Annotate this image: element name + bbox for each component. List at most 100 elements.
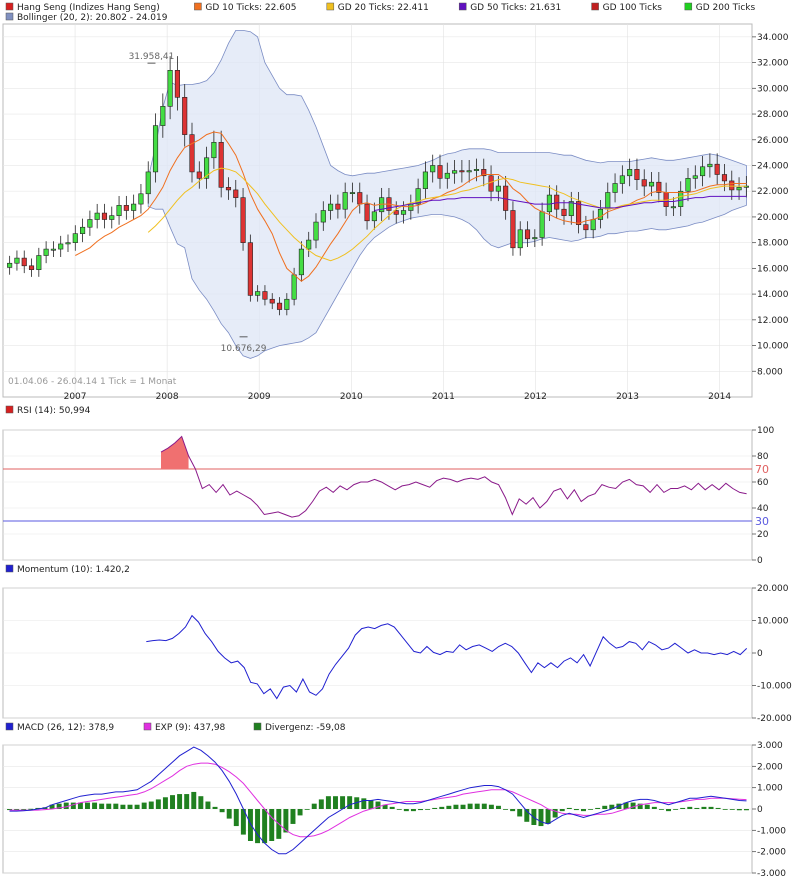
legend-label-0: RSI (14): 50,994 xyxy=(17,406,91,416)
candle-body-33 xyxy=(247,242,253,296)
divergence-bar-50 xyxy=(361,798,367,809)
candle-body-39 xyxy=(291,274,297,300)
momentum-line xyxy=(146,614,748,700)
divergence-bar-97 xyxy=(694,807,700,809)
divergence-bar-0 xyxy=(7,809,13,811)
legend-label-4: GD 100 Ticks xyxy=(603,3,663,13)
legend-swatch-1 xyxy=(194,2,202,11)
rsi-plot-area xyxy=(2,429,753,561)
divergence-bar-58 xyxy=(418,809,423,811)
rsi-level-label-1: 30 xyxy=(755,515,769,528)
candle-body-67 xyxy=(495,185,501,192)
candle-body-54 xyxy=(400,210,407,215)
legend-swatch-0 xyxy=(5,564,14,573)
divergence-bar-93 xyxy=(666,809,671,812)
candle-body-98 xyxy=(721,174,728,182)
candle-body-30 xyxy=(225,187,232,191)
divergence-bar-75 xyxy=(538,809,544,827)
legend-swatch-2 xyxy=(326,2,335,11)
candle-body-22 xyxy=(167,70,173,107)
divergence-bar-46 xyxy=(333,796,338,809)
y-tick-label-2: 0 xyxy=(757,649,763,659)
legend-label-0: Momentum (10): 1.420,2 xyxy=(17,565,130,575)
legend-swatch-2 xyxy=(253,722,262,731)
candle-body-64 xyxy=(473,169,480,171)
candle-body-38 xyxy=(284,298,290,310)
candle-body-95 xyxy=(700,166,706,177)
divergence-bar-96 xyxy=(687,806,693,809)
divergence-bar-18 xyxy=(134,804,140,809)
momentum-panel: -20.000 -10.000 0 10.000 20.000 Momentum (10… xyxy=(2,564,792,724)
candle-body-78 xyxy=(576,201,582,225)
y-tick-label-5: 100 xyxy=(757,426,774,436)
divergence-bar-85 xyxy=(609,804,615,809)
y-tick-label-4: 1.000 xyxy=(757,784,783,794)
divergence-bar-33 xyxy=(240,809,246,835)
divergence-bar-11 xyxy=(85,802,90,809)
price-x-axis: 2007 2008 2009 2010 2011 2012 2013 2014 xyxy=(64,392,732,402)
candle-body-58 xyxy=(430,165,436,173)
candle-body-60 xyxy=(444,172,450,179)
candle-body-10 xyxy=(80,226,86,234)
divergence-bar-70 xyxy=(503,809,509,810)
candle-body-82 xyxy=(605,192,611,210)
candle-body-55 xyxy=(408,203,414,211)
rsi-y-axis: 0 20 40 60 80 100 xyxy=(752,426,774,566)
y-tick-label-4: 20.000 xyxy=(757,584,789,594)
candle-body-1 xyxy=(14,257,20,264)
candle-body-15 xyxy=(116,205,122,216)
candle-body-76 xyxy=(561,208,567,216)
divergence-bar-89 xyxy=(637,803,643,809)
candle-body-61 xyxy=(452,170,458,174)
candle-body-4 xyxy=(36,255,42,270)
y-tick-label-3: 10.000 xyxy=(757,617,789,627)
rsi-level-label-0: 70 xyxy=(755,463,769,476)
divergence-bar-104 xyxy=(743,809,749,811)
divergence-bar-90 xyxy=(644,804,650,809)
divergence-bar-102 xyxy=(729,809,735,810)
legend-swatch-5 xyxy=(684,2,693,11)
price-panel: 8.000 10.000 12.000 14.000 16.000 18.000 20.00… xyxy=(2,2,789,873)
divergence-bar-61 xyxy=(439,806,445,809)
divergence-bar-7 xyxy=(56,803,62,809)
y-tick-label-2: 40 xyxy=(757,504,769,514)
candle-body-72 xyxy=(532,237,538,240)
candle-body-35 xyxy=(262,291,268,300)
divergence-bar-101 xyxy=(722,809,728,810)
price-annotations: 31.958,41 10.676,29 xyxy=(129,52,267,354)
divergence-bar-53 xyxy=(382,804,388,809)
candle-body-97 xyxy=(714,163,720,175)
divergence-bar-98 xyxy=(701,806,707,809)
bollinger-band-area xyxy=(147,30,747,359)
candle-body-89 xyxy=(656,181,662,193)
divergence-bar-29 xyxy=(212,806,218,809)
y-tick-label-1: -2.000 xyxy=(757,848,786,858)
divergence-bar-10 xyxy=(77,802,83,809)
candle-body-48 xyxy=(357,192,363,205)
annotation-label-0: 31.958,41 xyxy=(129,52,175,62)
x-tick-label-2010: 2010 xyxy=(340,392,363,402)
divergence-bar-26 xyxy=(191,791,197,809)
divergence-bar-81 xyxy=(581,809,586,812)
y-tick-label-1: 20 xyxy=(757,530,769,540)
divergence-bar-51 xyxy=(368,800,374,809)
y-tick-label-5: 2.000 xyxy=(757,762,783,772)
candle-body-88 xyxy=(648,181,655,187)
divergence-bar-80 xyxy=(573,809,579,811)
y-tick-label-4: 16.000 xyxy=(757,264,789,274)
divergence-bar-44 xyxy=(318,799,324,809)
candle-body-86 xyxy=(634,169,640,180)
candle-body-81 xyxy=(597,208,604,220)
candle-body-37 xyxy=(276,302,283,310)
legend-swatch-1 xyxy=(143,722,152,731)
x-tick-label-2011: 2011 xyxy=(432,392,455,402)
divergence-bar-45 xyxy=(325,796,331,809)
candle-body-34 xyxy=(255,291,261,296)
candle-body-69 xyxy=(510,210,516,249)
y-tick-label-10: 28.000 xyxy=(757,110,789,120)
macd-signal-line xyxy=(9,762,747,838)
legend-label-5: GD 200 Ticks xyxy=(696,3,756,13)
candle-body-28 xyxy=(211,142,217,159)
divergence-bar-57 xyxy=(410,809,416,812)
divergence-bar-103 xyxy=(736,809,742,811)
